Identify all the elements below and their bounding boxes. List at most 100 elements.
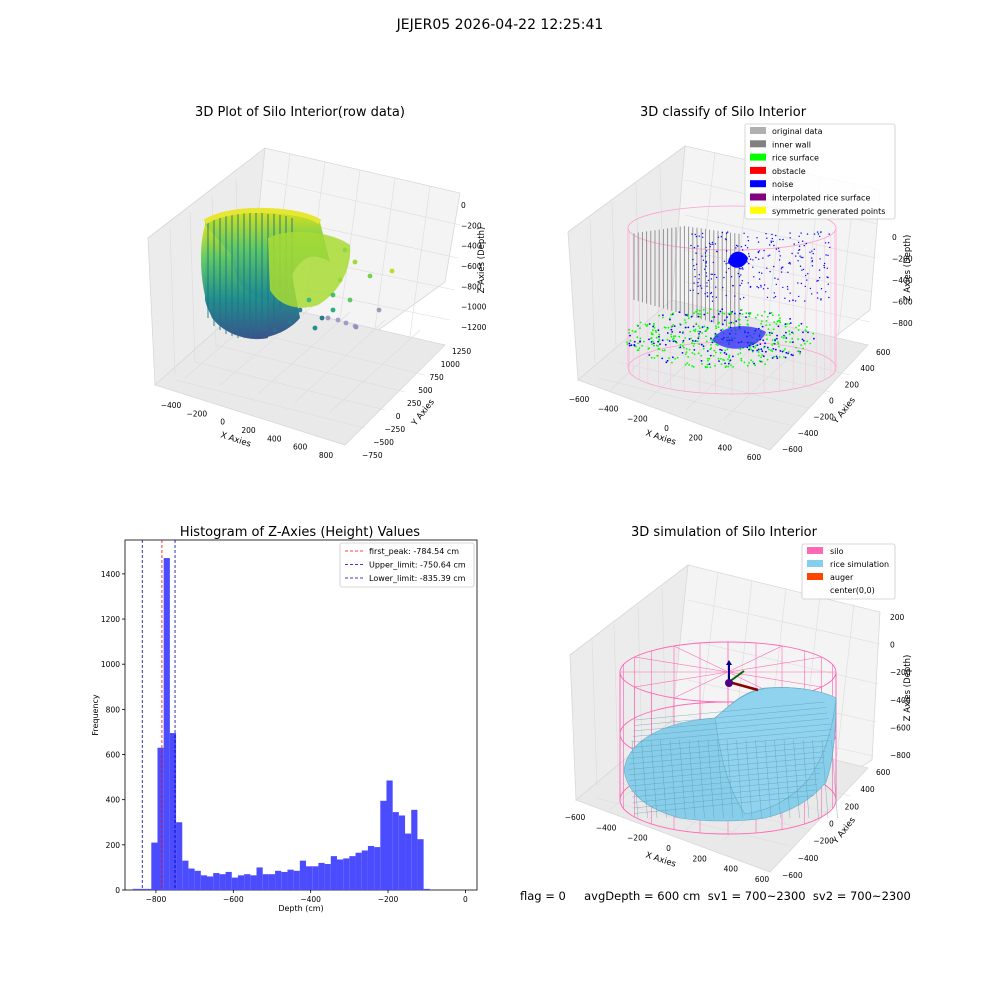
simulation-legend: silo rice simulation auger center(0,0) <box>801 543 896 600</box>
classify-noise-point <box>711 296 714 298</box>
raw-scatter-point <box>342 247 348 253</box>
simulation-silo-spoke <box>727 656 822 673</box>
classify-noise-point <box>827 242 830 244</box>
classify-surface-point <box>674 357 676 360</box>
classify-legend-label: obstacle <box>772 167 806 176</box>
simulation-silo-spoke <box>673 645 729 673</box>
classify-noise-point <box>769 271 771 273</box>
classify-x-tick-label: 0 <box>664 424 669 433</box>
classify-noise-point <box>784 297 786 299</box>
classify-noise-point <box>701 287 703 289</box>
histogram-legend-label: first_peak: -784.54 cm <box>369 547 459 556</box>
classify-surface-point <box>658 338 661 341</box>
histogram-bar <box>380 800 387 890</box>
histogram-y-tick-label: 0 <box>115 886 120 895</box>
simulation-mesh-line <box>634 707 827 726</box>
classify-z-tick-label: −600 <box>892 298 913 307</box>
classify-legend-label: inner wall <box>772 140 811 149</box>
classify-surface-point <box>691 342 693 344</box>
simulation-x-tick-label: −600 <box>565 813 586 822</box>
classify-surface-point <box>771 357 774 359</box>
classify-surface-point <box>721 312 724 314</box>
classify-noise-point <box>817 279 819 282</box>
classify-surface-point <box>671 338 674 341</box>
classify-surface-point <box>694 328 697 331</box>
classify-noise-point <box>725 250 728 252</box>
raw-scatter-point <box>376 307 382 313</box>
classify-y-label: Y Axies <box>830 395 858 427</box>
classify-surface-point <box>760 356 762 359</box>
classify-noise-point <box>705 265 707 267</box>
histogram-bar <box>138 888 146 890</box>
simulation-mesh-line <box>630 767 822 787</box>
simulation-mesh-line <box>812 739 819 819</box>
classify-surface-point <box>787 351 790 353</box>
classify-noise-point <box>778 250 780 252</box>
histogram-bar <box>293 870 300 890</box>
classify-surface-point <box>684 337 687 339</box>
raw-z-tick-label: −1000 <box>461 303 487 312</box>
histogram-bar <box>250 875 257 890</box>
classify-surface-point <box>759 343 762 345</box>
classify-surface-point <box>792 341 794 343</box>
classify-surface-point <box>782 349 785 352</box>
raw-z-label: Z Axies (Depth) <box>477 227 487 294</box>
classify-noise-point <box>811 265 814 267</box>
grid-line <box>214 344 406 393</box>
classify-noise-point <box>802 256 804 259</box>
classify-surface-point <box>662 314 664 317</box>
classify-surface-point <box>762 355 765 358</box>
classify-surface-point <box>693 353 696 355</box>
classify-noise-point <box>809 251 811 253</box>
classify-surface-point <box>728 326 730 329</box>
histogram-bar <box>268 874 276 890</box>
classify-surface-point <box>772 328 775 331</box>
classify-surface-point <box>650 332 653 334</box>
classify-noise-point <box>789 237 791 239</box>
classify-noise-point <box>769 254 771 256</box>
classify-noise-point <box>712 261 714 264</box>
classify-noise-point <box>819 235 821 238</box>
classify-surface-point <box>765 324 768 327</box>
classify-surface-point <box>757 354 760 357</box>
classify-noise-point <box>773 244 775 247</box>
classify-surface-point <box>717 344 719 347</box>
classify-surface-point <box>752 345 755 348</box>
classify-surface-point <box>761 360 763 363</box>
classify-noise-point <box>828 233 830 235</box>
raw-scatter-point <box>337 277 343 283</box>
grid-line <box>194 361 386 411</box>
classify-surface-point <box>800 322 803 325</box>
simulation-legend-swatch <box>807 560 823 567</box>
raw-scatter-point <box>347 297 353 303</box>
classify-noise-point <box>802 240 804 242</box>
classify-surface-point <box>762 339 765 342</box>
classify-surface-point <box>719 348 721 351</box>
classify-surface-point <box>732 366 734 368</box>
classify-surface-point <box>771 314 774 317</box>
classify-noise-point <box>701 255 703 257</box>
classify-noise-point <box>763 284 766 286</box>
classify-surface-point <box>714 364 716 367</box>
classify-surface-point <box>748 348 750 351</box>
classify-noise-point <box>749 258 752 260</box>
classify-surface-point <box>789 318 791 320</box>
panel-simulation-3d: 3D simulation of Silo Interior s <box>565 525 913 884</box>
raw-scatter-point <box>330 292 336 298</box>
histogram-bar <box>237 875 245 890</box>
classify-surface-point <box>657 340 659 343</box>
classify-noise-point <box>825 291 827 293</box>
classify-noise-point <box>715 276 718 279</box>
classify-surface-point <box>763 346 766 349</box>
classify-surface-point <box>779 350 782 352</box>
raw-scatter-point <box>287 319 293 325</box>
classify-surface-point <box>670 326 673 328</box>
histogram-bar <box>361 850 368 890</box>
classify-surface-point <box>740 357 743 360</box>
grid-line <box>647 316 738 401</box>
classify-noise-point <box>826 276 828 278</box>
classify-noise-point <box>695 235 698 238</box>
classify-noise-point <box>778 259 781 261</box>
classify-noise-point <box>714 273 716 276</box>
classify-z-tick-label: 0 <box>892 233 897 242</box>
